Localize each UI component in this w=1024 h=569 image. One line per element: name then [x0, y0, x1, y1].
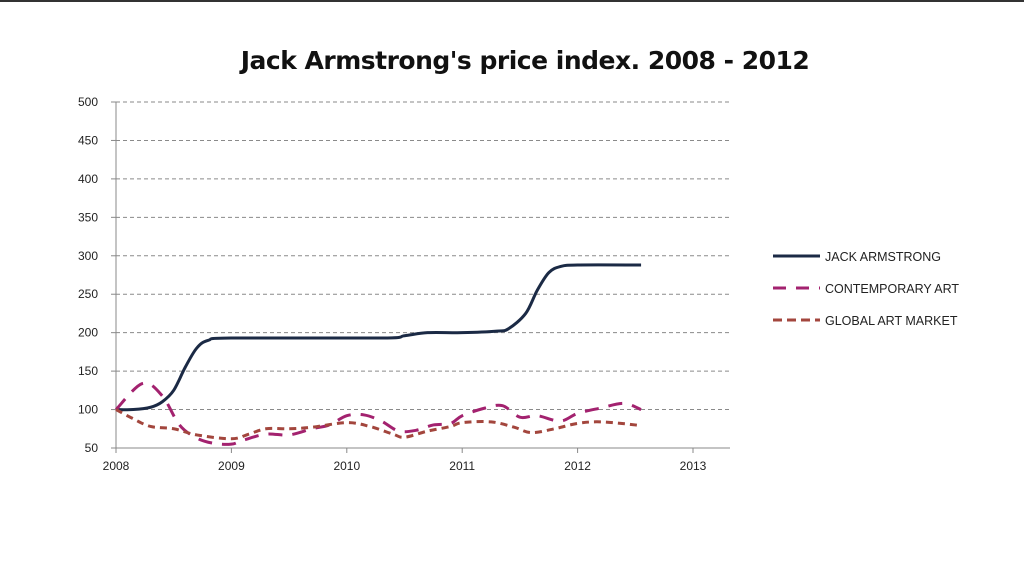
x-tick-label: 2013	[680, 459, 707, 473]
y-tick-label: 300	[78, 249, 98, 263]
x-tick-label: 2011	[449, 459, 475, 473]
chart-title: Jack Armstrong's price index. 2008 - 201…	[240, 46, 810, 75]
y-tick-label: 400	[78, 172, 98, 186]
legend-label: JACK ARMSTRONG	[825, 250, 941, 264]
y-tick-label: 100	[78, 403, 98, 417]
legend-label: CONTEMPORARY ART	[825, 282, 959, 296]
series-line-global-art-market	[115, 408, 642, 441]
y-tick-label: 200	[78, 326, 98, 340]
legend-label: GLOBAL ART MARKET	[825, 314, 958, 328]
top-border	[0, 0, 1024, 2]
series-line-contemporary-art	[114, 381, 642, 446]
x-tick-label: 2009	[218, 459, 245, 473]
y-tick-label: 500	[78, 95, 98, 109]
y-tick-label: 450	[78, 133, 98, 147]
y-tick-label: 150	[78, 364, 98, 378]
x-tick-label: 2012	[564, 459, 591, 473]
y-tick-label: 350	[78, 210, 98, 224]
series-line-jack-armstrong	[115, 263, 642, 412]
y-tick-label: 50	[85, 441, 99, 455]
x-tick-label: 2008	[103, 459, 130, 473]
y-tick-label: 250	[78, 287, 98, 301]
x-tick-label: 2010	[333, 459, 360, 473]
